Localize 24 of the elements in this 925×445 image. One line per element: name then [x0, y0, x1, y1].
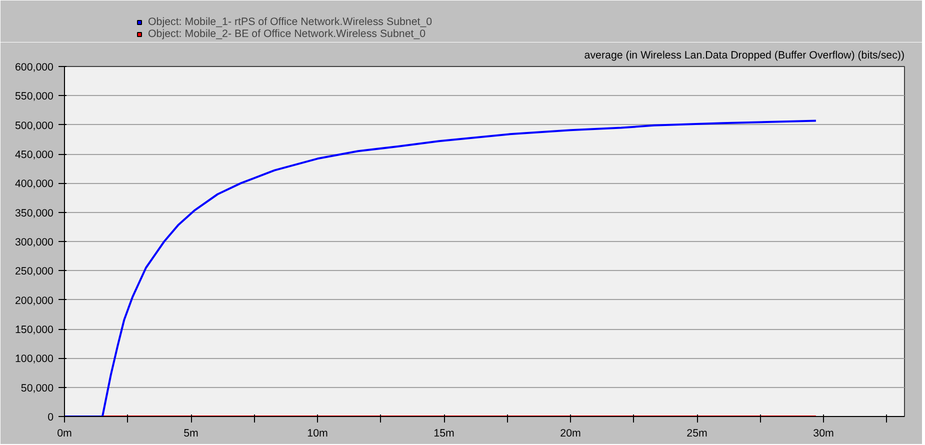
line-series: [64, 120, 817, 416]
x-tick-label: 0m: [57, 428, 72, 440]
y-tick-label: 150,000: [14, 324, 54, 336]
x-tick-label: 25m: [686, 428, 708, 440]
x-tick-label: 10m: [307, 428, 328, 440]
y-tick-label: 50,000: [20, 382, 54, 394]
y-tick-label: 400,000: [14, 178, 54, 190]
x-tick-label: 20m: [560, 428, 582, 440]
y-tick-label: 450,000: [14, 149, 54, 161]
y-tick-label: 250,000: [14, 266, 54, 278]
x-tick-label: 30m: [813, 428, 834, 440]
x-tick-label: 15m: [434, 428, 455, 440]
legend-label: Object: Mobile_2- BE of Office Network.Wireless Subnet_0: [148, 28, 426, 40]
x-tick-label: 5m: [184, 428, 199, 440]
y-tick-label: 200,000: [14, 294, 54, 307]
y-tick-label: 0: [48, 412, 54, 424]
y-tick-label: 300,000: [14, 236, 54, 248]
y-tick-label: 600,000: [14, 62, 54, 74]
y-tick-label: 350,000: [14, 207, 54, 220]
y-tick-label: 500,000: [14, 120, 54, 132]
y-tick-label: 100,000: [14, 353, 54, 366]
chart-title: average (in Wireless Lan.Data Dropped (Buffer Overflow) (bits/sec)): [584, 50, 904, 62]
legend-label: Object: Mobile_1- rtPS of Office Network.Wireless Subnet_0: [148, 16, 432, 28]
y-tick-label: 550,000: [14, 90, 54, 103]
